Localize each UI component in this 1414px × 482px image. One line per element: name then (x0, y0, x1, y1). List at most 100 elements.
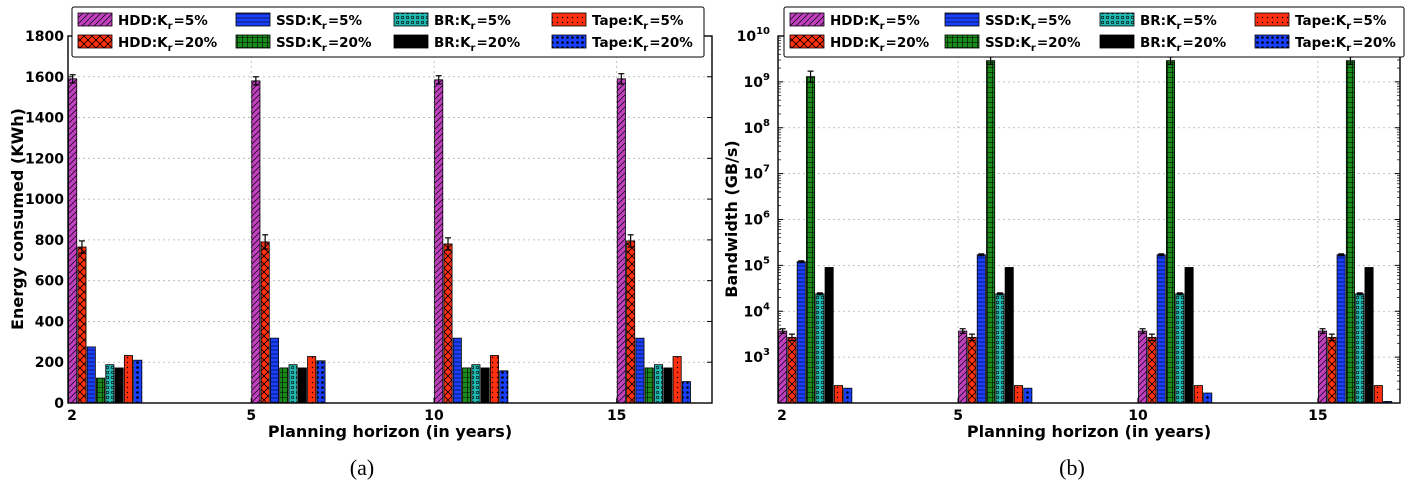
legend-label: SSD:Kr=5% (276, 13, 363, 32)
bar-hdd5-2 (778, 330, 788, 404)
y-tick-label: 1800 (25, 29, 64, 45)
bar-hdd5-5 (251, 80, 261, 404)
legend-swatch (235, 34, 271, 49)
legend-swatch (1099, 34, 1135, 49)
bar-ssd5-5 (976, 254, 986, 404)
x-axis-title: Planning horizon (in years) (967, 422, 1211, 441)
legend-item-hdd5: HDD:Kr=5% (789, 12, 920, 32)
bar-br5-2 (815, 293, 825, 404)
legend-swatch (77, 12, 113, 27)
error-bar-hdd5-10 (435, 75, 442, 85)
legend-item-hdd20: HDD:Kr=20% (789, 34, 930, 54)
y-tick-label: 1010 (737, 26, 770, 45)
bar-ssd20-10 (1166, 60, 1176, 404)
error-bar-hdd20-2 (788, 333, 795, 342)
y-tick-label: 107 (744, 164, 770, 183)
y-tick-label: 109 (744, 72, 770, 91)
bar-ssd20-15 (644, 367, 654, 404)
legend-item-tape20: Tape:Kr=20% (1254, 34, 1396, 54)
error-bar-br5-2 (816, 292, 823, 296)
y-tick-label: 1600 (25, 70, 64, 86)
y-tick-label: 1200 (25, 151, 64, 167)
bar-br20-15 (663, 367, 673, 404)
legend-label: SSD:Kr=20% (985, 35, 1081, 54)
error-bar-hdd5-5 (252, 76, 259, 86)
bar-hdd20-5 (260, 241, 270, 404)
bar-tape20-15 (681, 381, 691, 404)
bar-hdd20-5 (967, 336, 977, 404)
legend-item-ssd5: SSD:Kr=5% (235, 12, 363, 32)
bar-ssd20-2 (96, 377, 106, 404)
bar-br20-5 (1004, 267, 1014, 404)
bar-hdd5-2 (68, 78, 78, 404)
bar-br5-5 (288, 364, 298, 404)
legend-item-tape5: Tape:Kr=5% (1254, 12, 1387, 32)
error-bar-hdd20-10 (444, 237, 451, 251)
bar-hdd20-2 (787, 336, 797, 404)
error-bar-br5-10 (1176, 292, 1183, 296)
error-bar-hdd5-15 (618, 73, 625, 85)
x-axis-title: Planning horizon (in years) (268, 422, 512, 441)
bar-tape20-10 (499, 370, 509, 404)
bar-tape20-5 (316, 360, 326, 404)
legend: HDD:Kr=5% SSD:Kr=5% BR:Kr=5% Tape:Kr=5% HDD:… (71, 6, 705, 58)
bar-tape20-2 (133, 359, 143, 404)
bar-tape5-15 (1373, 385, 1383, 404)
bar-hdd20-15 (626, 240, 636, 404)
bar-hdd20-10 (443, 243, 453, 404)
legend-item-tape5: Tape:Kr=5% (551, 12, 684, 32)
x-tick-label: 15 (607, 408, 626, 424)
bar-tape5-2 (123, 355, 133, 404)
legend-item-tape20: Tape:Kr=20% (551, 34, 693, 54)
bar-br5-10 (1175, 293, 1185, 404)
legend-swatch (235, 12, 271, 27)
bar-br5-15 (1355, 293, 1365, 404)
y-axis-title: Bandwidth (GB/s) (722, 140, 741, 297)
legend-item-ssd5: SSD:Kr=5% (944, 12, 1072, 32)
y-tick-label: 106 (744, 210, 770, 229)
legend-item-ssd20: SSD:Kr=20% (235, 34, 372, 54)
x-tick-label: 10 (424, 408, 444, 424)
plot-area (68, 36, 712, 403)
bar-tape5-2 (833, 385, 843, 404)
legend-label: Tape:Kr=5% (1295, 13, 1387, 32)
y-tick-label: 1000 (25, 192, 64, 208)
figure-caption: (a) (350, 455, 374, 480)
legend-swatch (789, 34, 825, 49)
y-tick-label: 600 (35, 274, 64, 290)
legend-swatch (551, 12, 587, 27)
bar-br5-5 (995, 293, 1005, 404)
error-bar-hdd20-5 (262, 234, 269, 250)
legend-label: HDD:Kr=20% (118, 35, 218, 54)
error-bar-hdd5-10 (1139, 328, 1146, 334)
legend-item-hdd20: HDD:Kr=20% (77, 34, 218, 54)
legend-label: BR:Kr=20% (1140, 35, 1227, 54)
error-bar-hdd20-10 (1148, 333, 1155, 342)
error-bar-hdd5-5 (959, 328, 966, 334)
x-tick-label: 5 (246, 408, 256, 424)
x-tick-label: 2 (777, 408, 787, 424)
legend-swatch (393, 34, 429, 49)
bar-ssd5-2 (796, 261, 806, 404)
y-tick-label: 1400 (25, 111, 64, 127)
error-bar-hdd5-2 (779, 328, 786, 334)
bar-br20-2 (824, 267, 834, 404)
legend-swatch (944, 34, 980, 49)
bar-br20-10 (1184, 267, 1194, 404)
bar-ssd20-5 (986, 60, 996, 404)
legend-label: BR:Kr=5% (434, 13, 511, 32)
legend-label: HDD:Kr=5% (830, 13, 920, 32)
chart-panel-a: 0 200 400 600 800 1000 1200 1400 1600 1800 2 5 10 15 H… (8, 6, 713, 480)
error-bar-br5-15 (1356, 292, 1363, 296)
y-tick-label: 400 (35, 314, 64, 330)
legend-item-br5: BR:Kr=5% (393, 12, 511, 32)
error-bar-hdd20-2 (78, 240, 85, 254)
legend-label: Tape:Kr=5% (592, 13, 684, 32)
bar-ssd5-10 (452, 337, 462, 404)
error-bar-ssd5-15 (1338, 253, 1345, 257)
bar-ssd20-2 (806, 76, 816, 404)
legend: HDD:Kr=5% SSD:Kr=5% BR:Kr=5% Tape:Kr=5% HDD:… (783, 6, 1405, 58)
y-axis-title: Energy consumed (KWh) (8, 108, 27, 330)
bar-tape20-10 (1203, 392, 1213, 404)
x-tick-label: 5 (953, 408, 963, 424)
